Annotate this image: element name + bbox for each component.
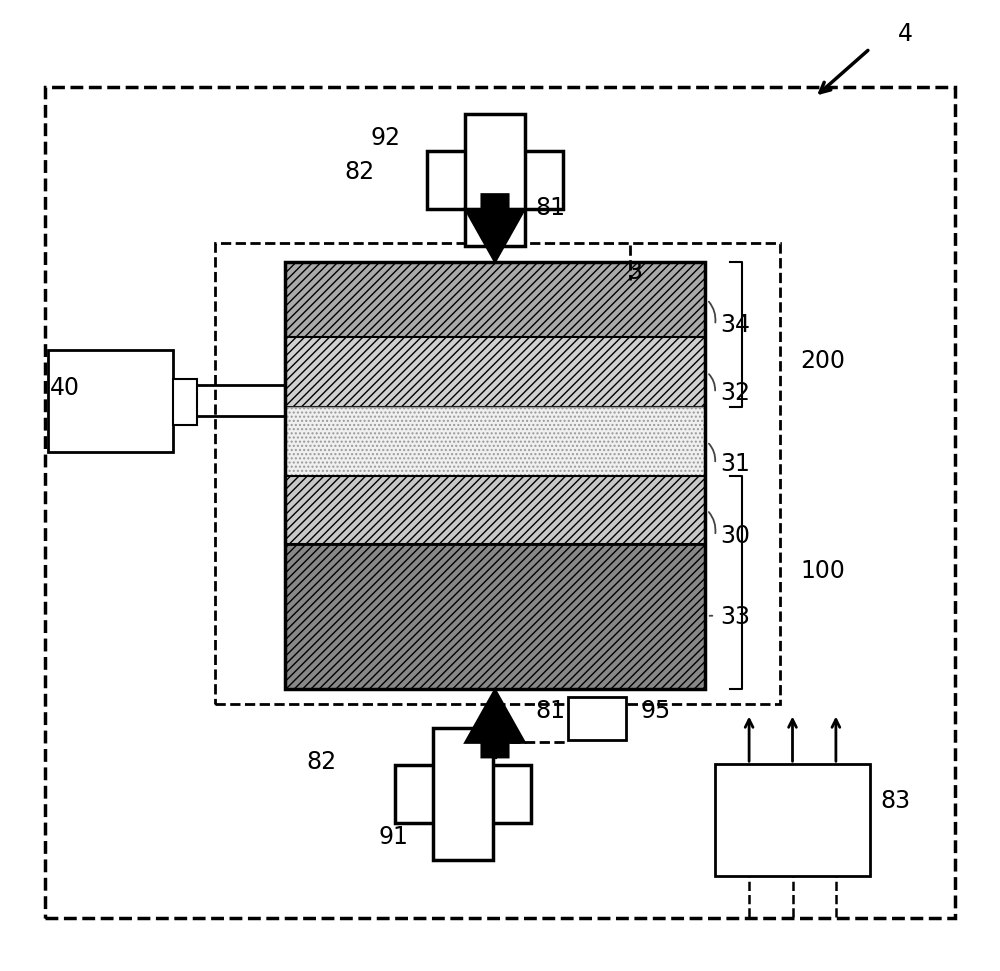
Polygon shape [465, 689, 525, 757]
Text: 30: 30 [720, 524, 750, 548]
Bar [427, 151, 563, 209]
Bar [285, 544, 705, 689]
Bar [48, 350, 173, 452]
Text: 4: 4 [898, 22, 912, 46]
Bar [285, 262, 705, 337]
Text: 83: 83 [880, 789, 910, 813]
Bar [433, 728, 493, 860]
Bar [285, 262, 705, 689]
Text: 82: 82 [306, 751, 336, 774]
Bar [45, 87, 955, 918]
Text: 92: 92 [370, 126, 400, 150]
Text: 34: 34 [720, 314, 750, 337]
Bar [285, 337, 705, 408]
Text: 91: 91 [378, 825, 408, 849]
Polygon shape [465, 194, 525, 262]
Text: 81: 81 [535, 699, 565, 722]
Text: 95: 95 [640, 699, 670, 722]
Bar [215, 243, 780, 704]
Bar [395, 765, 531, 823]
Text: 33: 33 [720, 605, 750, 628]
Bar [173, 379, 197, 425]
Text: 82: 82 [345, 160, 375, 184]
Text: 31: 31 [720, 452, 750, 476]
Text: 40: 40 [50, 377, 80, 400]
Bar [285, 408, 705, 476]
Text: 200: 200 [800, 350, 845, 373]
Bar [715, 764, 870, 876]
Bar [465, 114, 525, 246]
Text: 32: 32 [720, 382, 750, 405]
Text: 100: 100 [800, 559, 845, 583]
Text: 81: 81 [535, 196, 565, 219]
Text: 3: 3 [628, 260, 642, 284]
Bar [568, 697, 626, 740]
Bar [285, 476, 705, 544]
